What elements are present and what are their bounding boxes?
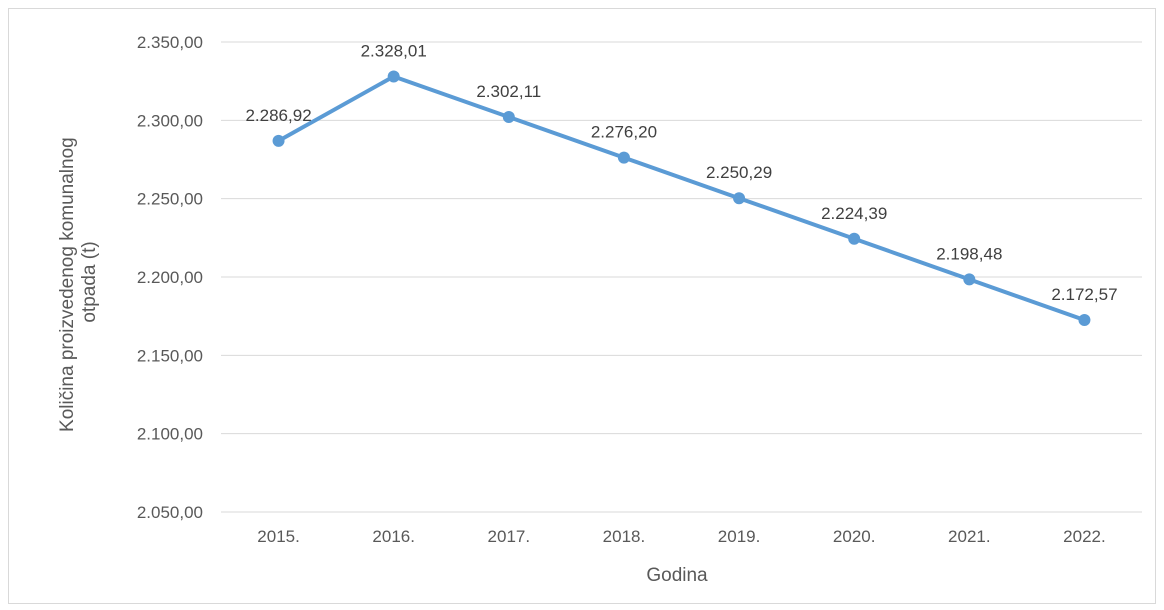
data-label: 2.328,01 bbox=[361, 41, 427, 60]
data-point bbox=[963, 273, 976, 286]
y-tick-label: 2.150,00 bbox=[137, 346, 203, 365]
y-tick-label: 2.300,00 bbox=[137, 111, 203, 130]
data-label: 2.198,48 bbox=[936, 244, 1002, 263]
data-point bbox=[1078, 313, 1091, 326]
data-point bbox=[272, 134, 285, 147]
x-axis-ticks: 2015. 2016. 2017. 2018. 2019. 2020. 2021. 2022. bbox=[257, 527, 1105, 546]
y-axis-ticks: 2.050,00 2.100,00 2.150,00 2.200,00 2.250,00… bbox=[137, 33, 203, 522]
y-axis-title-line-2: otpada (t) bbox=[79, 241, 100, 322]
data-point bbox=[502, 111, 515, 124]
y-tick-label: 2.350,00 bbox=[137, 33, 203, 52]
data-label: 2.302,11 bbox=[476, 82, 541, 101]
x-tick-label: 2018. bbox=[603, 527, 646, 546]
data-label: 2.224,39 bbox=[821, 204, 887, 223]
y-tick-label: 2.200,00 bbox=[137, 268, 203, 287]
gridlines bbox=[221, 41, 1142, 513]
x-tick-label: 2017. bbox=[488, 527, 531, 546]
x-tick-label: 2016. bbox=[372, 527, 415, 546]
data-point bbox=[617, 151, 630, 164]
x-tick-label: 2019. bbox=[718, 527, 761, 546]
series-group bbox=[272, 70, 1091, 326]
y-axis-title: Količina proizvedenog komunalnog otpada … bbox=[57, 132, 100, 432]
line-chart: 2.050,00 2.100,00 2.150,00 2.200,00 2.250,00… bbox=[57, 33, 1142, 586]
y-tick-label: 2.050,00 bbox=[137, 503, 203, 522]
x-tick-label: 2022. bbox=[1063, 527, 1106, 546]
series-line bbox=[276, 74, 1087, 322]
data-point bbox=[733, 192, 746, 205]
data-label: 2.250,29 bbox=[706, 163, 772, 182]
x-tick-label: 2015. bbox=[257, 527, 300, 546]
data-point bbox=[848, 232, 861, 245]
chart-frame: 2.050,00 2.100,00 2.150,00 2.200,00 2.250,00… bbox=[8, 8, 1156, 604]
x-tick-label: 2021. bbox=[948, 527, 991, 546]
x-tick-label: 2020. bbox=[833, 527, 876, 546]
data-label: 2.276,20 bbox=[591, 123, 657, 142]
y-tick-label: 2.250,00 bbox=[137, 190, 203, 209]
x-axis-title: Godina bbox=[646, 565, 708, 586]
y-axis-title-line-1: Količina proizvedenog komunalnog bbox=[57, 137, 78, 432]
y-tick-label: 2.100,00 bbox=[137, 425, 203, 444]
data-point bbox=[387, 70, 400, 83]
data-labels: 2.286,92 2.328,01 2.302,11 2.276,20 2.250,29… bbox=[245, 41, 1117, 304]
data-label: 2.172,57 bbox=[1051, 285, 1117, 304]
data-label: 2.286,92 bbox=[245, 106, 311, 125]
